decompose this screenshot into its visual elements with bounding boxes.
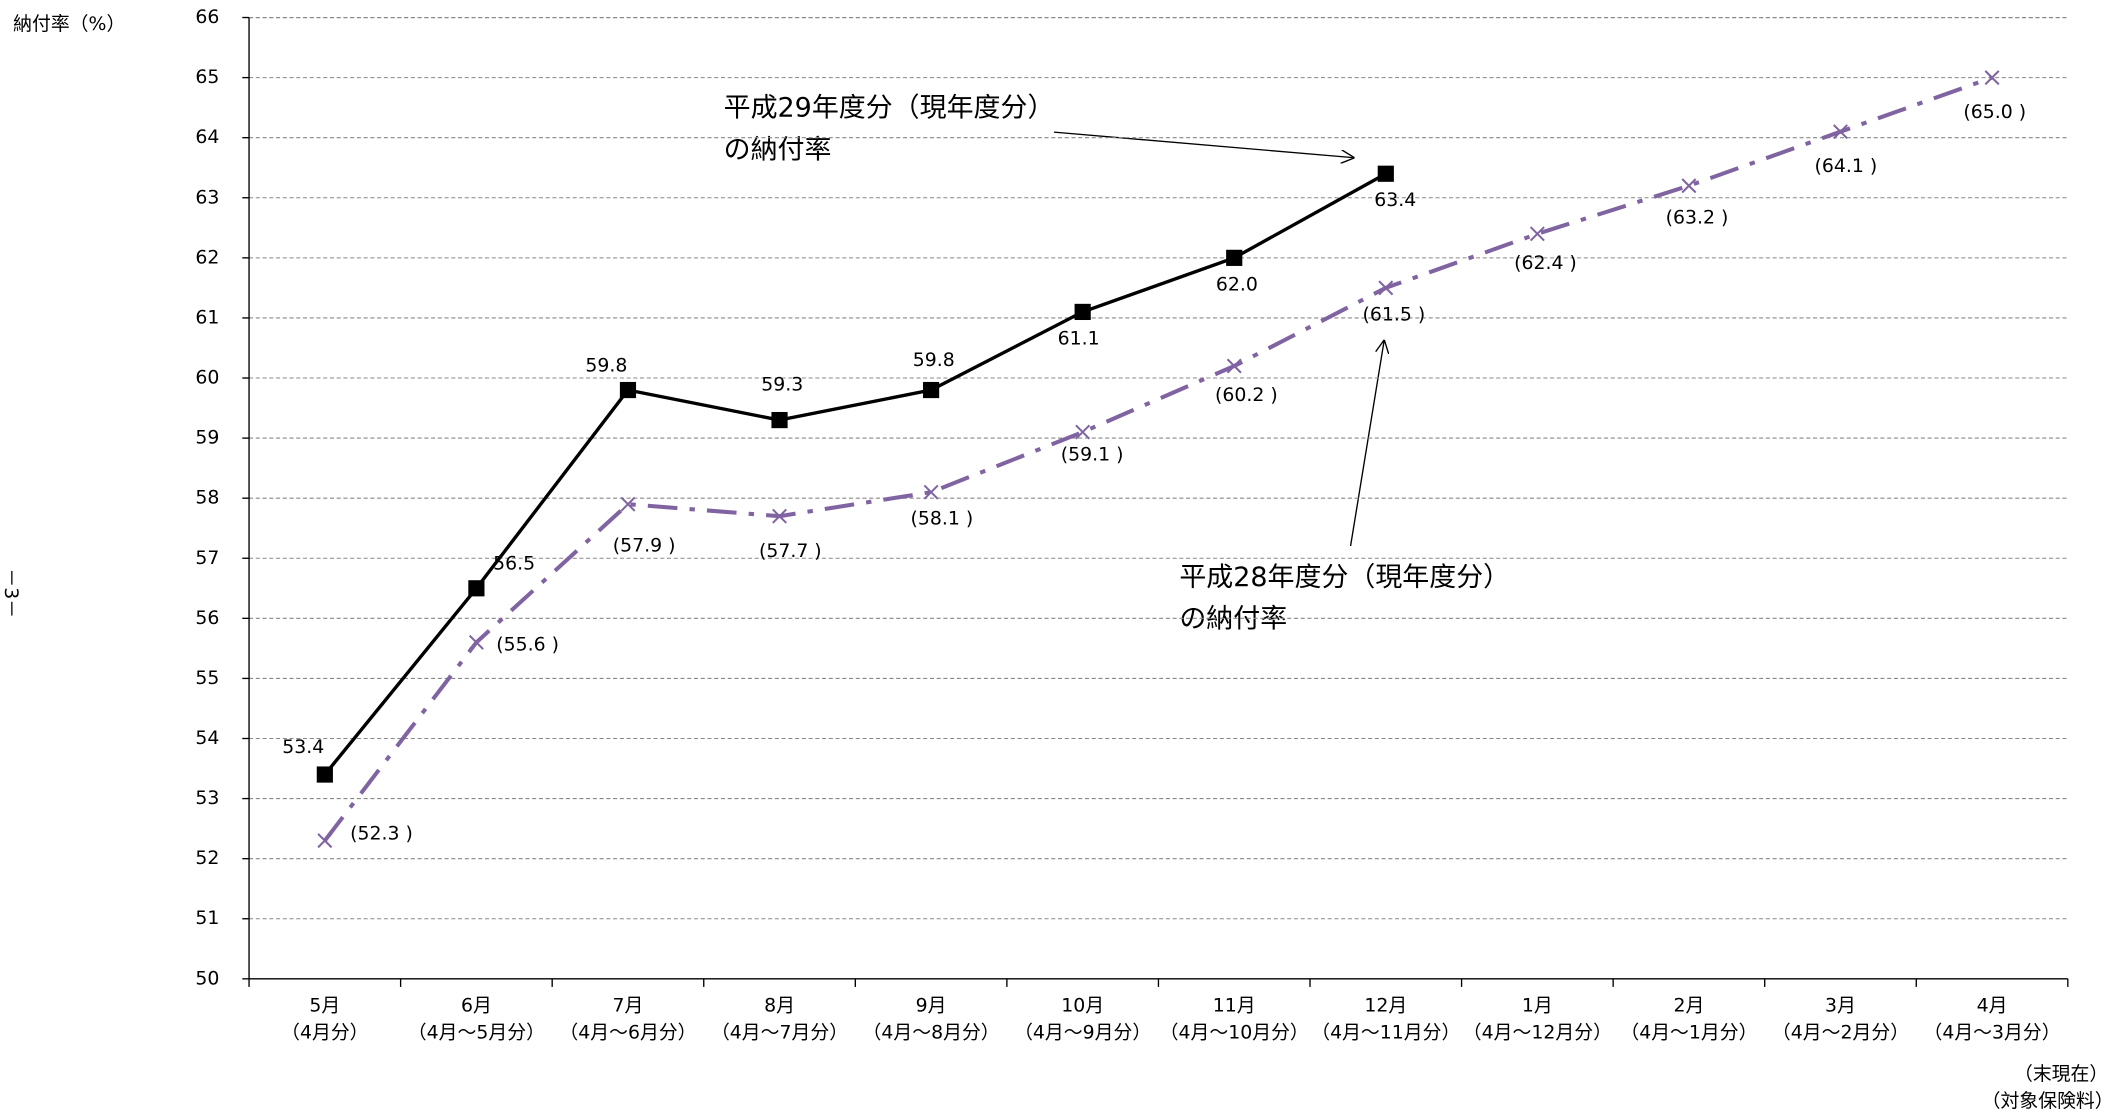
x-tick-label: 8月	[764, 994, 795, 1016]
data-label: (57.7 )	[759, 540, 822, 562]
marker	[923, 381, 940, 399]
annotation-arrow	[1349, 340, 1385, 547]
x-tick-sublabel: （4月～9月分）	[1014, 1021, 1151, 1043]
y-tick-label: 52	[195, 847, 219, 869]
marker	[1833, 124, 1848, 140]
data-label: (60.2 )	[1215, 384, 1278, 406]
y-tick-label: 62	[195, 246, 219, 268]
y-tick-label: 59	[195, 427, 219, 449]
y-tick-label: 54	[195, 727, 219, 749]
marker	[771, 411, 788, 429]
annotation-arrow	[1053, 131, 1355, 158]
data-label: (62.4 )	[1514, 252, 1577, 274]
data-label: (59.1 )	[1061, 444, 1124, 466]
data-label: (63.2 )	[1666, 207, 1729, 229]
marker	[316, 766, 333, 783]
x-tick-sublabel: （4月～3月分）	[1923, 1021, 2060, 1043]
marker	[619, 381, 637, 399]
y-tick-label: 56	[195, 607, 219, 629]
y-tick-label: 61	[195, 306, 219, 328]
data-label: (52.3 )	[350, 822, 413, 844]
series-line	[323, 75, 1993, 842]
marker	[468, 580, 485, 597]
x-tick-sublabel: （4月～5月分）	[408, 1021, 545, 1043]
y-axis-label: 納付率（%）	[13, 13, 125, 35]
x-tick-sublabel: （4月～1月分）	[1620, 1021, 1757, 1043]
marker	[1681, 178, 1697, 194]
x-tick-label: 7月	[613, 994, 644, 1016]
marker	[1075, 424, 1091, 440]
data-label: (61.5 )	[1363, 303, 1426, 325]
annotation: 平成29年度分（現年度分）	[724, 93, 1055, 124]
x-tick-sublabel: （4月～10月分）	[1160, 1021, 1309, 1043]
y-tick-label: 53	[195, 787, 219, 809]
x-tick-label: 2月	[1673, 994, 1704, 1016]
data-label: 63.4	[1374, 189, 1416, 211]
x-tick-sublabel: （4月～11月分）	[1311, 1021, 1460, 1043]
x-tick-sublabel: （4月～12月分）	[1463, 1021, 1612, 1043]
data-label: 53.4	[282, 736, 324, 758]
marker	[772, 508, 787, 524]
y-tick-label: 50	[195, 967, 219, 989]
x-tick-label: 5月	[309, 994, 340, 1016]
y-tick-label: 58	[195, 487, 219, 509]
x-tick-label: 11月	[1213, 994, 1256, 1016]
data-label: (58.1 )	[911, 508, 974, 530]
x-tick-sublabel: （4月分）	[281, 1021, 368, 1043]
marker	[923, 484, 939, 500]
data-label: (65.0 )	[1963, 101, 2026, 123]
series-line	[323, 172, 1387, 776]
y-tick-label: 64	[195, 126, 219, 148]
marker	[620, 496, 636, 512]
data-label: (55.6 )	[496, 634, 559, 656]
y-tick-label: 65	[195, 66, 219, 88]
annotation: の納付率	[1179, 604, 1287, 635]
marker	[317, 833, 333, 849]
data-label: (57.9 )	[613, 534, 676, 556]
y-tick-label: 51	[195, 907, 219, 929]
y-tick-label: 66	[195, 6, 219, 28]
marker	[468, 634, 484, 650]
data-label: 61.1	[1058, 327, 1100, 349]
y-tick-label: 57	[195, 547, 219, 569]
x-tick-sublabel: （4月～8月分）	[863, 1021, 1000, 1043]
x-tick-sublabel: （4月～2月分）	[1772, 1021, 1909, 1043]
footnote: （末現在）	[2014, 1063, 2108, 1085]
annotation: の納付率	[724, 135, 832, 166]
marker	[1378, 280, 1394, 296]
data-label: 56.5	[493, 553, 535, 575]
marker	[1226, 358, 1242, 374]
marker	[1984, 70, 2000, 86]
page-number: －3－	[0, 568, 22, 618]
marker	[1529, 226, 1545, 242]
x-tick-sublabel: （4月～7月分）	[711, 1021, 848, 1043]
x-tick-label: 1月	[1522, 994, 1553, 1016]
annotation: 平成28年度分（現年度分）	[1179, 562, 1510, 593]
footnote: （対象保険料）	[1982, 1090, 2114, 1112]
x-tick-label: 9月	[916, 994, 947, 1016]
marker	[1377, 165, 1394, 182]
y-tick-label: 55	[195, 667, 219, 689]
x-tick-label: 12月	[1364, 994, 1407, 1016]
x-tick-label: 4月	[1977, 994, 2008, 1016]
x-tick-label: 3月	[1825, 994, 1856, 1016]
x-tick-label: 6月	[461, 994, 492, 1016]
data-label: 59.8	[585, 354, 627, 376]
y-tick-label: 63	[195, 186, 219, 208]
data-label: 62.0	[1216, 273, 1258, 295]
data-label: (64.1 )	[1815, 155, 1878, 177]
marker	[1074, 303, 1091, 321]
data-label: 59.3	[761, 374, 803, 396]
x-tick-sublabel: （4月～6月分）	[559, 1021, 696, 1043]
data-label: 59.8	[913, 349, 955, 371]
y-tick-label: 60	[195, 367, 219, 389]
marker	[1226, 249, 1243, 266]
x-tick-label: 10月	[1061, 994, 1104, 1016]
